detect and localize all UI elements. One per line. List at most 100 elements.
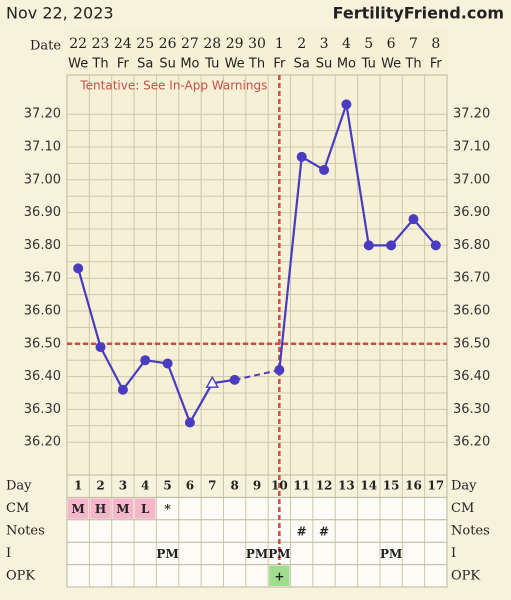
date-label: 23 — [92, 36, 110, 52]
day-number: 2 — [96, 479, 104, 493]
cell-text: + — [274, 569, 284, 583]
point — [274, 365, 285, 376]
cell-text: * — [164, 502, 171, 516]
cell-highlight — [112, 498, 134, 519]
weekday-label: Sa — [137, 57, 153, 72]
cell-text: M — [72, 502, 85, 516]
weekday-label: Su — [316, 57, 333, 72]
annotation: Tentative: See In-App Warnings — [79, 79, 267, 93]
point — [184, 417, 195, 428]
y-tick-label: 37.00 — [24, 172, 61, 187]
y-tick-label: 36.50 — [24, 336, 61, 351]
row-label-right: CM — [451, 501, 474, 516]
point — [386, 240, 397, 251]
cell-highlight — [90, 498, 111, 519]
row-label-right: I — [451, 546, 456, 561]
date-label: 8 — [431, 36, 440, 52]
open-point — [205, 375, 219, 388]
weekday-label: Tu — [204, 57, 219, 72]
date-label: 5 — [364, 36, 373, 52]
y2-tick-label: 37.00 — [453, 172, 490, 187]
weekday-label: Th — [91, 57, 108, 72]
weekday-label: We — [381, 57, 401, 72]
day-number: 16 — [405, 479, 422, 493]
point — [296, 151, 307, 162]
weekday-label: We — [68, 57, 88, 72]
weekday-label: We — [225, 57, 245, 72]
row-label-right: Notes — [451, 524, 490, 539]
site-name: FertilityFriend.com — [333, 4, 504, 23]
row-label: CM — [6, 501, 29, 516]
date-label: 7 — [409, 36, 418, 52]
cell-highlight — [135, 498, 156, 519]
y-tick-label: 36.40 — [24, 369, 61, 384]
y-tick-label: 36.60 — [24, 304, 61, 319]
weekday-label: Fr — [117, 57, 130, 72]
weekday-label: Mo — [180, 57, 199, 72]
point — [73, 263, 84, 274]
y-tick-label: 36.20 — [24, 435, 61, 450]
point — [363, 240, 374, 251]
date-label: 6 — [387, 36, 396, 52]
cell-text: PM — [268, 547, 290, 561]
day-number: 3 — [119, 479, 127, 493]
temperature-line — [77, 268, 235, 426]
date-label: 24 — [114, 36, 132, 52]
cell-text: PM — [156, 547, 178, 561]
date-label: 26 — [159, 36, 177, 52]
point — [319, 164, 330, 175]
cell-text: PM — [380, 547, 402, 561]
row-label-right: Day — [451, 479, 477, 494]
date-label: 25 — [136, 36, 154, 52]
weekday-label: Mo — [337, 57, 356, 72]
weekday-label: Tu — [361, 57, 376, 72]
day-number: 12 — [316, 479, 333, 493]
y2-tick-label: 36.80 — [453, 238, 490, 253]
point — [117, 384, 128, 395]
date-label: 3 — [320, 36, 329, 52]
day-number: 1 — [74, 479, 82, 493]
weekday-label: Fr — [430, 57, 443, 72]
day-number: 6 — [186, 479, 194, 493]
y2-tick-label: 36.70 — [453, 271, 490, 286]
row-label: Notes — [6, 524, 45, 539]
chart-date: Nov 22, 2023 — [6, 4, 114, 23]
date-label: 2 — [297, 36, 306, 52]
y2-tick-label: 36.90 — [453, 205, 490, 220]
date-label: 28 — [203, 36, 221, 52]
day-number: 11 — [293, 479, 310, 493]
y-tick-label: 36.80 — [24, 238, 61, 253]
day-number: 17 — [427, 479, 444, 493]
gap-connector — [234, 369, 280, 381]
date-label: 29 — [226, 36, 244, 52]
y2-tick-label: 37.10 — [453, 140, 490, 155]
y-tick-label: 37.10 — [24, 140, 61, 155]
point — [430, 240, 441, 251]
cell-highlight — [269, 565, 290, 586]
day-number: 13 — [338, 479, 355, 493]
y-tick-label: 36.30 — [24, 402, 61, 417]
day-number: 7 — [208, 479, 216, 493]
date-label: 1 — [275, 36, 284, 52]
y-tick-label: 36.90 — [24, 205, 61, 220]
y2-tick-label: 36.50 — [453, 336, 490, 351]
point — [229, 374, 240, 385]
row-label: OPK — [6, 568, 35, 583]
y-tick-label: 37.20 — [24, 107, 61, 122]
table-row-bg — [67, 542, 447, 565]
weekday-label: Sa — [294, 57, 310, 72]
cell-text: # — [297, 525, 307, 539]
weekday-label: Th — [404, 57, 421, 72]
point — [408, 214, 419, 225]
table-row-bg — [67, 497, 447, 520]
cell-text: L — [141, 502, 150, 516]
date-label: 27 — [181, 36, 199, 52]
point — [162, 358, 173, 369]
weekday-label: Su — [159, 57, 176, 72]
point — [95, 342, 106, 353]
date-label: 22 — [69, 36, 87, 52]
cell-text: H — [95, 502, 106, 516]
day-number: 5 — [163, 479, 171, 493]
cell-text: # — [319, 525, 329, 539]
